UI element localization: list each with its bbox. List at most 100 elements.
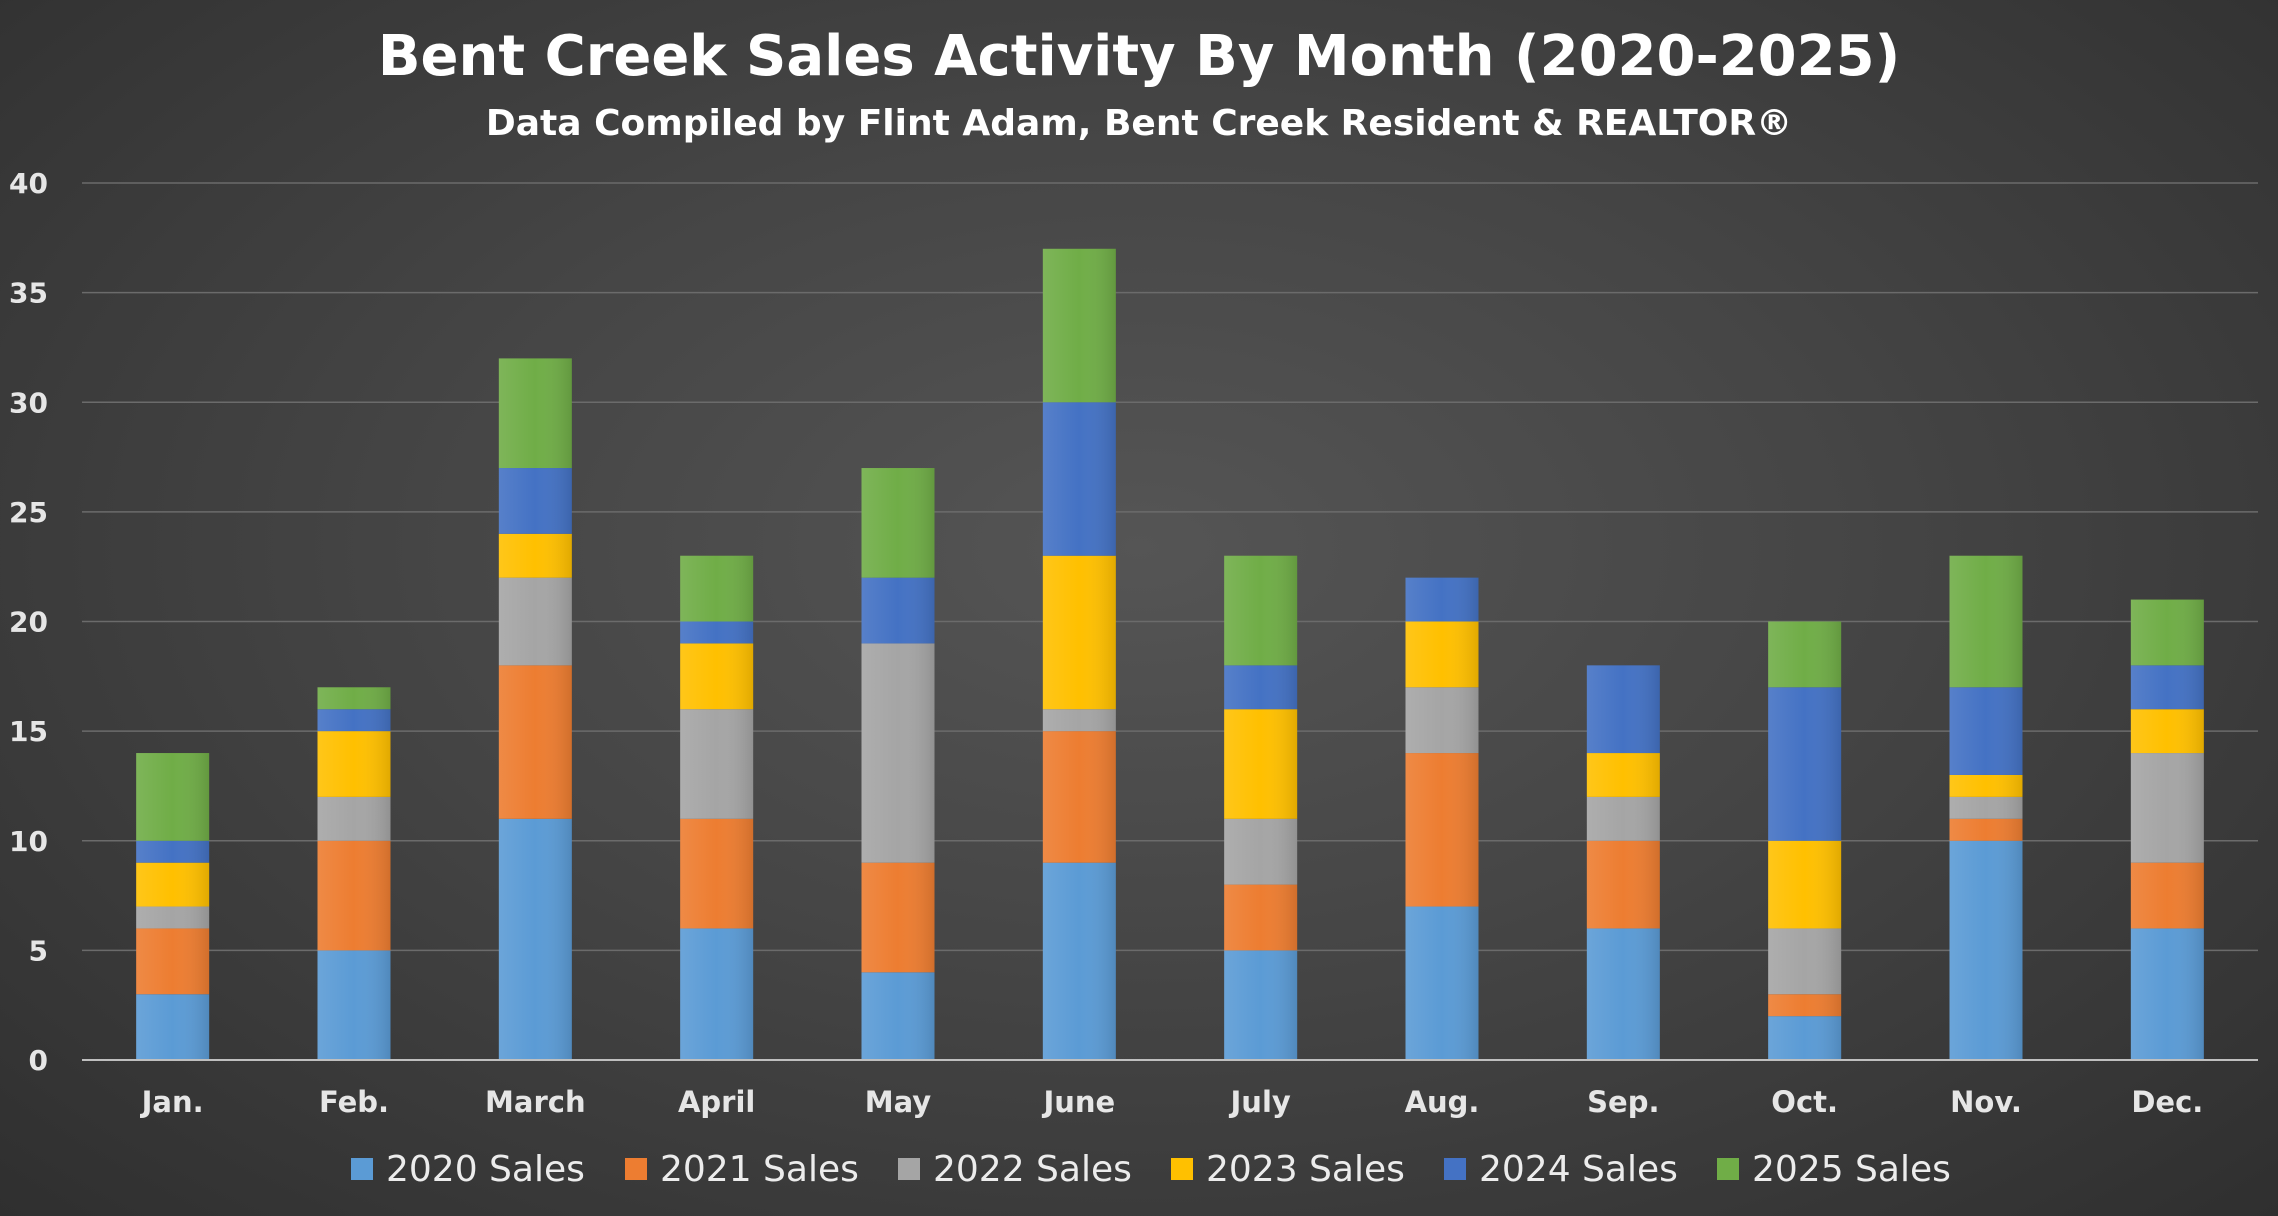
bar-segment-shading (1586, 665, 1660, 754)
y-tick-label: 20 (9, 606, 48, 639)
bar-segment-shading (498, 665, 572, 819)
bar-segment-shading (136, 840, 210, 863)
x-tick-label: Sep. (1587, 1085, 1659, 1119)
bar-segment-shading (1768, 840, 1842, 929)
bar-segment-shading (861, 862, 935, 973)
bar-segment-shading (2130, 928, 2204, 1060)
y-tick-label: 10 (9, 825, 48, 858)
x-tick-label: Jan. (140, 1085, 204, 1119)
bar-segment-shading (1405, 906, 1479, 1060)
bar-segment-shading (1042, 731, 1116, 863)
bar-segment-shading (317, 796, 391, 841)
bar-segment-shading (2130, 709, 2204, 754)
bar-segment-shading (1768, 928, 1842, 995)
x-tick-label: Oct. (1771, 1085, 1838, 1119)
bar-segment-shading (1949, 774, 2023, 797)
chart-subtitle: Data Compiled by Flint Adam, Bent Creek … (486, 103, 1792, 144)
legend: 2020 Sales 2021 Sales 2022 Sales 2023 Sales… (351, 1149, 1951, 1190)
bar-segment-shading (1224, 555, 1298, 666)
bar-segment-shading (317, 950, 391, 1060)
bar-segment-shading (136, 994, 210, 1060)
bar-segment-shading (317, 840, 391, 951)
bar-segment-shading (680, 621, 754, 644)
bar-segment-shading (317, 687, 391, 710)
bar-segment-shading (498, 533, 572, 578)
bar-segment-shading (1768, 687, 1842, 841)
bar-segment-shading (1224, 950, 1298, 1060)
legend-label: 2025 Sales (1752, 1149, 1951, 1190)
x-tick-label: April (678, 1085, 755, 1119)
bar-segment-shading (1042, 402, 1116, 556)
legend-swatch (1171, 1158, 1193, 1180)
bar-segment-shading (2130, 753, 2204, 863)
legend-swatch (1717, 1158, 1739, 1180)
x-tick-label: May (865, 1085, 932, 1119)
bar-segment-shading (1405, 621, 1479, 688)
bar-segment-shading (1405, 753, 1479, 907)
x-tick-label: Aug. (1405, 1085, 1480, 1119)
bar-segment-shading (1949, 555, 2023, 688)
bar-segment-shading (861, 468, 935, 578)
bar-segment-shading (1949, 796, 2023, 819)
y-axis-ticks: 0 5 10 15 20 25 30 35 40 (9, 167, 48, 1077)
bar-segment-shading (498, 577, 572, 666)
legend-label: 2023 Sales (1206, 1149, 1405, 1190)
bar-segment-shading (1586, 796, 1660, 841)
bar-segment-shading (1949, 687, 2023, 775)
bar-segment-shading (1586, 928, 1660, 1060)
bar-segment-shading (2130, 862, 2204, 929)
bar-segment-shading (498, 358, 572, 469)
bar-segment-shading (2130, 665, 2204, 710)
bar-segment-shading (680, 928, 754, 1060)
bar-segment-shading (1405, 577, 1479, 622)
bars (136, 248, 2204, 1060)
bar-segment-shading (1224, 884, 1298, 951)
bar-segment-shading (136, 928, 210, 995)
bar-segment-shading (1224, 818, 1298, 885)
bar-segment-shading (1042, 555, 1116, 710)
bar-segment-shading (861, 972, 935, 1060)
bar-segment-shading (1586, 840, 1660, 929)
x-tick-label: March (485, 1085, 586, 1119)
bar-segment-shading (1042, 862, 1116, 1060)
legend-label: 2021 Sales (660, 1149, 859, 1190)
bar-segment-shading (1768, 1016, 1842, 1060)
y-tick-label: 35 (9, 277, 48, 310)
bar-segment-shading (1405, 687, 1479, 754)
bar-segment-shading (2130, 599, 2204, 666)
x-tick-label: Nov. (1950, 1085, 2022, 1119)
gridlines (82, 182, 2258, 952)
y-tick-label: 40 (9, 167, 48, 200)
bar-segment-shading (498, 818, 572, 1060)
bar-segment-shading (317, 709, 391, 732)
y-tick-label: 5 (29, 934, 48, 967)
legend-label: 2022 Sales (933, 1149, 1132, 1190)
x-tick-label: Feb. (319, 1085, 389, 1119)
bar-segment-shading (1768, 994, 1842, 1017)
bar-segment-shading (317, 731, 391, 797)
x-axis-ticks: Jan. Feb. March April May June July Aug. Sep. Oct… (140, 1085, 2204, 1119)
bar-segment-shading (861, 643, 935, 863)
bar-segment-shading (136, 753, 210, 841)
legend-label: 2024 Sales (1479, 1149, 1678, 1190)
bar-segment-shading (498, 468, 572, 534)
bar-segment-shading (1586, 753, 1660, 797)
chart-title: Bent Creek Sales Activity By Month (2020… (378, 24, 1900, 89)
legend-swatch (898, 1158, 920, 1180)
bar-segment-shading (680, 709, 754, 819)
x-tick-label: Dec. (2131, 1085, 2203, 1119)
bar-segment-shading (680, 555, 754, 622)
bar-segment-shading (1224, 709, 1298, 819)
bar-segment-shading (1768, 621, 1842, 688)
legend-swatch (1444, 1158, 1466, 1180)
bar-segment-shading (1949, 818, 2023, 841)
bar-segment-shading (1224, 665, 1298, 710)
y-tick-label: 30 (9, 386, 48, 419)
bar-segment-shading (1042, 248, 1116, 403)
legend-swatch (351, 1158, 373, 1180)
bar-segment-shading (680, 818, 754, 929)
y-tick-label: 15 (9, 715, 48, 748)
bar-segment-shading (680, 643, 754, 710)
legend-label: 2020 Sales (386, 1149, 585, 1190)
